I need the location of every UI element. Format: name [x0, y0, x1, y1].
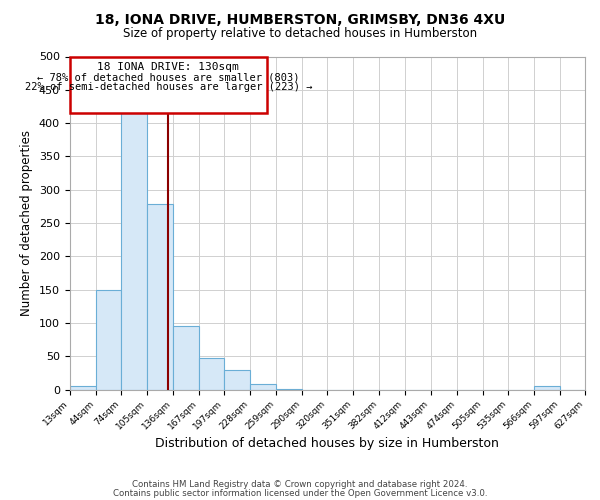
X-axis label: Distribution of detached houses by size in Humberston: Distribution of detached houses by size …: [155, 437, 499, 450]
Bar: [276, 389, 302, 390]
Bar: [199, 358, 224, 390]
Text: ← 78% of detached houses are smaller (803): ← 78% of detached houses are smaller (80…: [37, 72, 299, 83]
Text: 18, IONA DRIVE, HUMBERSTON, GRIMSBY, DN36 4XU: 18, IONA DRIVE, HUMBERSTON, GRIMSBY, DN3…: [95, 12, 505, 26]
Text: Contains HM Land Registry data © Crown copyright and database right 2024.: Contains HM Land Registry data © Crown c…: [132, 480, 468, 489]
Bar: [173, 326, 199, 390]
Bar: [224, 370, 250, 390]
Text: Size of property relative to detached houses in Humberston: Size of property relative to detached ho…: [123, 28, 477, 40]
Bar: [121, 111, 147, 390]
Y-axis label: Number of detached properties: Number of detached properties: [20, 130, 34, 316]
Bar: [534, 386, 560, 390]
Text: 18 IONA DRIVE: 130sqm: 18 IONA DRIVE: 130sqm: [97, 62, 239, 72]
Bar: [250, 384, 276, 390]
Bar: [70, 386, 96, 390]
Text: 22% of semi-detached houses are larger (223) →: 22% of semi-detached houses are larger (…: [25, 82, 312, 92]
Bar: [147, 204, 173, 390]
Text: Contains public sector information licensed under the Open Government Licence v3: Contains public sector information licen…: [113, 488, 487, 498]
FancyBboxPatch shape: [70, 56, 267, 113]
Bar: [96, 290, 121, 390]
